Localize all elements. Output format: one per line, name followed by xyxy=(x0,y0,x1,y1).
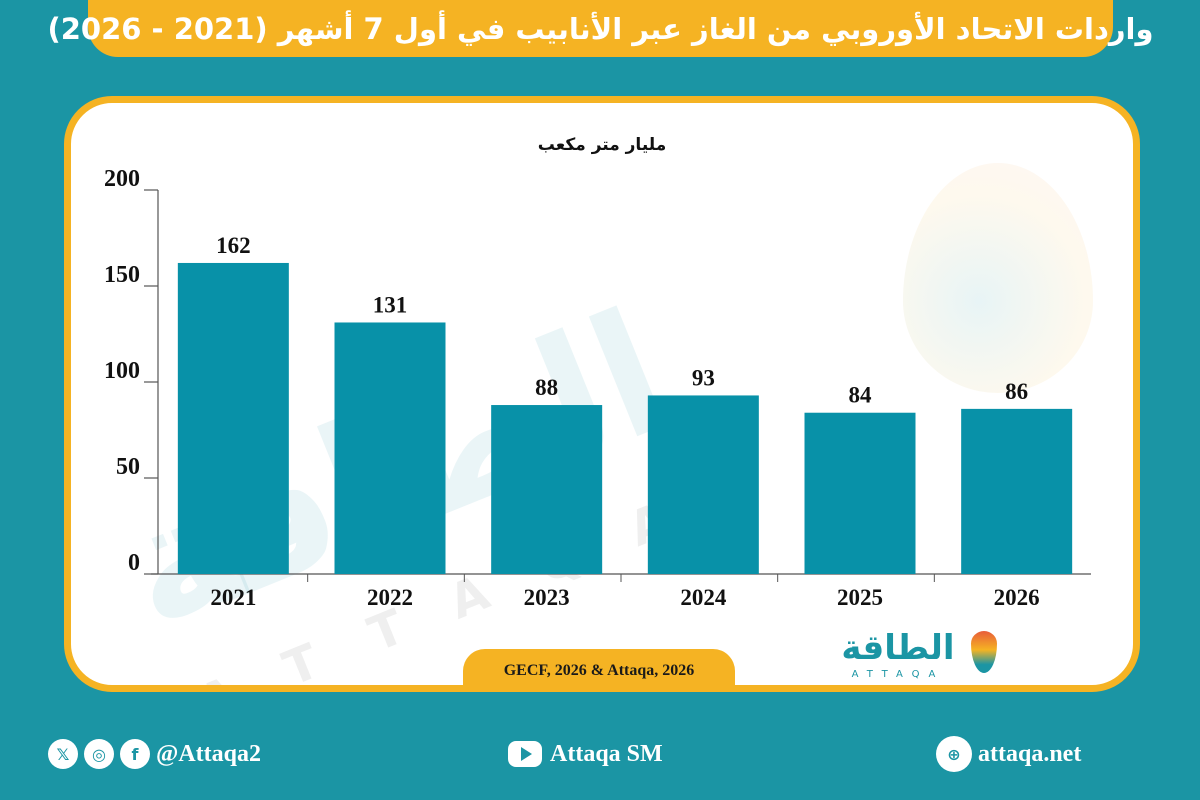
bar-value-label: 131 xyxy=(373,292,408,317)
bar xyxy=(334,322,446,574)
logo-latin-text: ATTAQA xyxy=(851,669,945,680)
instagram-icon[interactable]: ◎ xyxy=(84,739,114,769)
bar-value-label: 93 xyxy=(692,365,715,390)
x-tick-label: 2026 xyxy=(994,585,1040,610)
bar xyxy=(177,262,289,574)
title-banner: واردات الاتحاد الأوروبي من الغاز عبر الأ… xyxy=(47,0,1154,57)
bar xyxy=(647,395,759,574)
footer-youtube: Attaqa SM xyxy=(508,732,663,776)
bar-value-label: 88 xyxy=(535,375,558,400)
footer-social: 𝕏 ◎ f @Attaqa2 xyxy=(48,732,261,776)
globe-icon: ⊕ xyxy=(936,736,972,772)
bar-value-label: 86 xyxy=(1005,379,1028,404)
y-tick-label: 50 xyxy=(116,454,140,480)
attaqa-logo: الطاقة ATTAQA xyxy=(823,627,1013,685)
y-axis-unit-label: مليار متر مكعب xyxy=(537,135,667,155)
website-link[interactable]: attaqa.net xyxy=(978,740,1082,767)
y-tick-label: 150 xyxy=(104,262,140,288)
x-tick-label: 2021 xyxy=(210,585,256,610)
y-tick-label: 100 xyxy=(104,358,140,384)
bar-chart: 0 50 100 150 200 162 2021 131 2022 88 2023 93 2024 84… xyxy=(104,166,1091,610)
footer-website: ⊕ attaqa.net xyxy=(936,732,1081,776)
facebook-icon[interactable]: f xyxy=(120,739,150,769)
youtube-icon[interactable] xyxy=(508,741,542,767)
logo-drop-icon xyxy=(971,631,997,673)
bar xyxy=(804,412,916,574)
y-tick-label: 0 xyxy=(128,550,140,576)
chart-card: الطاقة ATTAQA مليار متر مكعب 0 50 100 150 20… xyxy=(64,96,1140,692)
x-tick-label: 2024 xyxy=(680,585,727,610)
y-tick-label: 200 xyxy=(104,166,140,192)
x-tick-label: 2022 xyxy=(367,585,413,610)
bar xyxy=(961,408,1073,574)
logo-arabic-text: الطاقة xyxy=(841,628,955,668)
source-label: GECF, 2026 & Attaqa, 2026 xyxy=(463,649,735,685)
bar xyxy=(491,405,603,574)
watermark-drop-icon xyxy=(903,163,1093,393)
bar-value-label: 84 xyxy=(849,383,873,408)
chart-title: واردات الاتحاد الأوروبي من الغاز عبر الأ… xyxy=(47,11,1154,46)
x-tick-label: 2025 xyxy=(837,585,883,610)
x-tick-label: 2023 xyxy=(524,585,570,610)
bar-value-label: 162 xyxy=(216,233,251,258)
youtube-channel[interactable]: Attaqa SM xyxy=(550,740,663,767)
social-handle[interactable]: @Attaqa2 xyxy=(156,740,261,767)
x-icon[interactable]: 𝕏 xyxy=(48,739,78,769)
